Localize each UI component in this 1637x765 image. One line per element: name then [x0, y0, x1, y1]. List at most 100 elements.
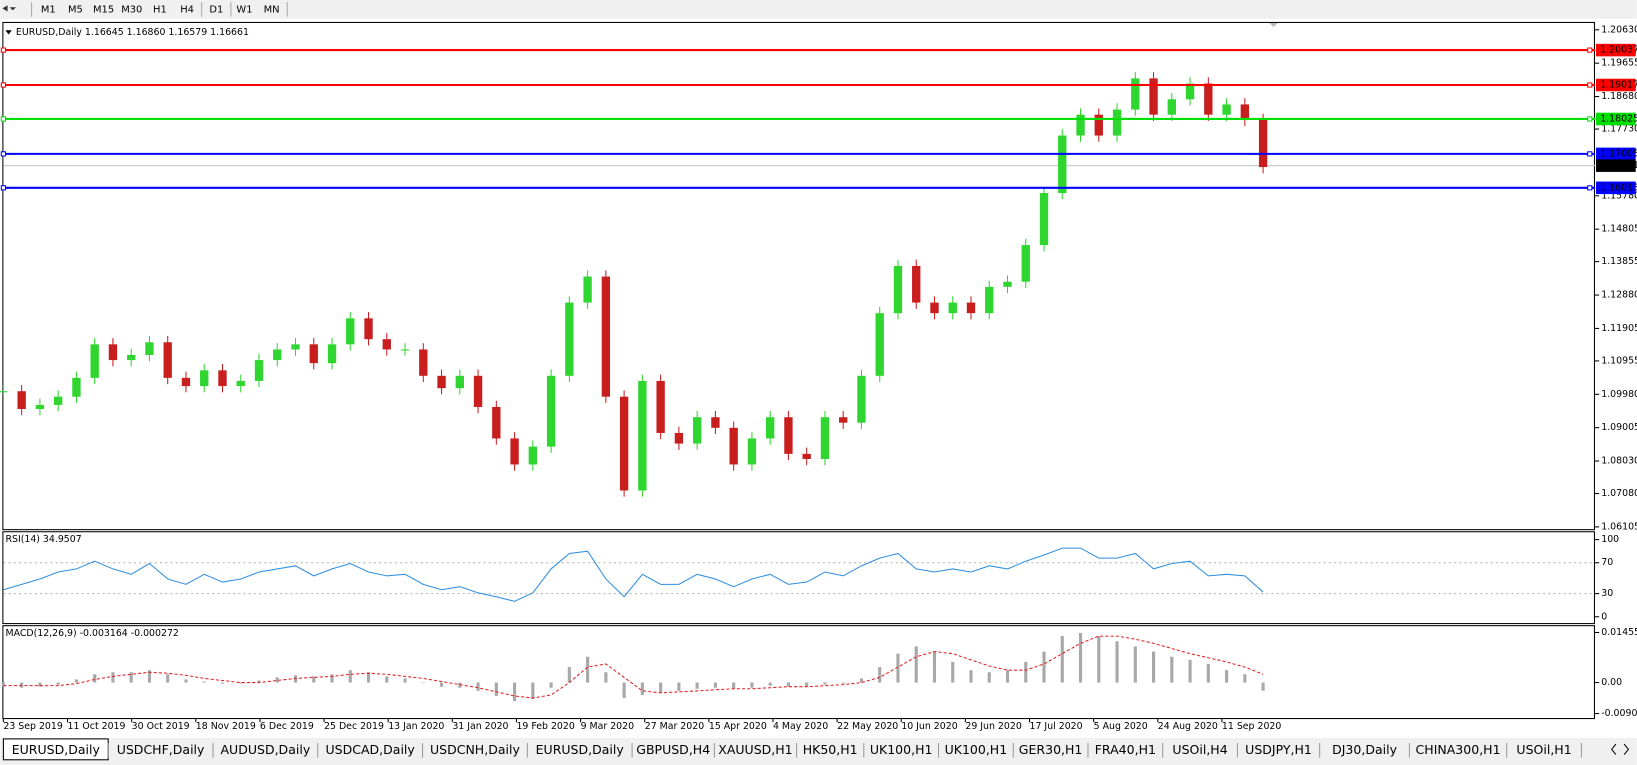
macd-bar: [275, 677, 279, 683]
candle: [966, 302, 976, 314]
candle: [1131, 78, 1140, 110]
timeframe-button[interactable]: H4: [180, 4, 194, 15]
x-tick-label: 18 Nov 2019: [196, 721, 256, 732]
symbol-tab[interactable]: GBPUSD,H4: [636, 742, 710, 757]
candle: [382, 339, 391, 350]
candle: [473, 375, 483, 407]
macd-bar: [1078, 633, 1083, 683]
symbol-tab[interactable]: EURUSD,Daily: [536, 742, 625, 757]
level-label: 1.18025: [1600, 113, 1637, 124]
macd-bar: [403, 678, 407, 683]
candle: [1003, 281, 1012, 287]
symbol-tab[interactable]: UK100,H1: [870, 742, 933, 757]
candle: [218, 370, 227, 387]
symbol-tab[interactable]: FRA40,H1: [1095, 742, 1156, 757]
macd-bar: [841, 682, 845, 684]
timeframe-button[interactable]: M1: [41, 4, 56, 15]
candle: [17, 391, 26, 410]
symbol-tab[interactable]: USDJPY,H1: [1245, 742, 1312, 757]
timeframe-button[interactable]: D1: [209, 4, 223, 15]
signal-line: [3, 635, 1264, 699]
x-tick-label: 24 Aug 2020: [1158, 721, 1218, 732]
tab-scroll[interactable]: [1611, 743, 1630, 755]
symbol-tab[interactable]: USDCNH,Daily: [430, 742, 520, 757]
macd-bar: [476, 682, 480, 691]
candle: [546, 375, 556, 447]
macd-panel: [2, 625, 1595, 720]
symbol-tab[interactable]: HK50,H1: [803, 742, 858, 757]
timeframe-button[interactable]: M15: [93, 4, 114, 15]
x-tick-label: 25 Dec 2019: [324, 721, 384, 732]
y-tick-label: 1.08030: [1601, 456, 1637, 467]
y-tick-label: 1.09980: [1601, 389, 1637, 400]
timeframe-button[interactable]: W1: [236, 4, 252, 15]
macd-bar: [93, 674, 97, 683]
symbol-tab[interactable]: DJ30,Daily: [1332, 742, 1397, 757]
candle: [364, 318, 373, 340]
macd-bar: [695, 682, 699, 689]
symbol-tab[interactable]: USDCAD,Daily: [325, 742, 415, 757]
symbol-tabs: EURUSD,Daily USDCHF,Daily AUDUSD,Daily USDC…: [2, 738, 1630, 761]
level-label: 1.17005: [1600, 148, 1637, 159]
macd-bar: [732, 682, 736, 689]
symbol-tab[interactable]: XAUUSD,H1: [718, 742, 792, 757]
macd-bar: [257, 680, 261, 683]
symbol-tab[interactable]: USOil,H1: [1516, 742, 1571, 757]
symbol-tab[interactable]: EURUSD,Daily: [12, 742, 101, 757]
macd-bar: [549, 682, 553, 688]
macd-bar: [330, 674, 334, 683]
macd-bar: [640, 682, 644, 695]
macd-bar: [220, 682, 225, 684]
symbol-tab[interactable]: USOil,H4: [1172, 742, 1227, 757]
candle: [985, 286, 994, 314]
macd-bar: [184, 679, 188, 683]
candle: [90, 344, 99, 378]
timeframe-button[interactable]: M30: [121, 4, 142, 15]
candle: [565, 302, 574, 376]
candle: [145, 342, 154, 355]
x-tick-label: 23 Sep 2019: [3, 721, 62, 732]
symbol-tab[interactable]: GER30,H1: [1019, 742, 1083, 757]
macd-bar: [239, 682, 243, 684]
macd-bar: [1225, 670, 1229, 683]
collapse-icon: [5, 30, 12, 35]
x-tick-label: 11 Oct 2019: [68, 721, 126, 732]
x-tick-label: 13 Jan 2020: [388, 721, 444, 732]
x-tick-label: 19 Feb 2020: [516, 721, 574, 732]
macd-bar: [932, 651, 937, 683]
candle: [1021, 245, 1030, 282]
candle: [583, 276, 592, 303]
candle: [857, 375, 866, 423]
macd-bar: [366, 672, 371, 683]
symbol-tab[interactable]: UK100,H1: [945, 742, 1008, 757]
symbol-tab[interactable]: USDCHF,Daily: [117, 742, 205, 757]
timeframe-button[interactable]: M5: [68, 4, 83, 15]
candle: [1185, 83, 1195, 100]
x-tick-label: 9 Mar 2020: [581, 721, 635, 732]
candle: [765, 417, 775, 439]
candle: [108, 344, 118, 361]
macd-bar: [1042, 651, 1046, 683]
y-tick-label: 0.00: [1601, 677, 1622, 688]
candle: [784, 417, 793, 454]
candle: [912, 265, 921, 303]
level-label-box: [1596, 181, 1636, 195]
candle: [820, 417, 830, 459]
timeframe-button[interactable]: H1: [153, 4, 167, 15]
macd-bar: [1005, 670, 1010, 683]
level-label: 1.20037: [1600, 45, 1637, 56]
timeframe-button[interactable]: MN: [264, 4, 280, 15]
symbol-tab[interactable]: CHINA300,H1: [1416, 742, 1501, 757]
x-tick-label: 27 Mar 2020: [645, 721, 704, 732]
macd-bar: [513, 682, 517, 702]
y-tick-label: 1.18680: [1601, 91, 1637, 102]
symbol-tab[interactable]: AUDUSD,Daily: [220, 742, 310, 757]
price-chart: 1.20630 1.19655 1.18680 1.17730 1.15780 1.148…: [0, 24, 1637, 532]
y-tick-label: 1.13855: [1601, 256, 1637, 267]
candle: [802, 453, 811, 459]
macd-bar: [348, 670, 352, 683]
y-tick-label: 0.014556: [1601, 627, 1637, 638]
macd-bar: [951, 661, 955, 683]
candle: [875, 313, 884, 376]
toolbar-icon[interactable]: [2, 5, 16, 12]
